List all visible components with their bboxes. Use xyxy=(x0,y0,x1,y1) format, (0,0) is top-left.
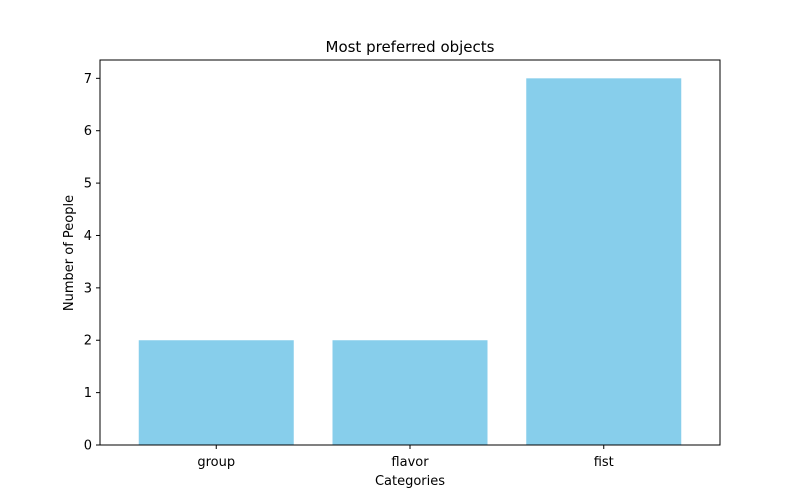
y-tick-label: 3 xyxy=(84,281,92,296)
y-tick-label: 0 xyxy=(84,439,92,454)
bar-fist xyxy=(526,78,682,445)
y-tick-label: 1 xyxy=(84,386,92,401)
bars-layer xyxy=(138,78,682,445)
y-tick-label: 2 xyxy=(84,334,92,349)
y-tick-label: 7 xyxy=(84,72,92,87)
x-axis-label: Categories xyxy=(375,474,445,489)
y-tick-label: 4 xyxy=(84,229,92,244)
x-axis: group flavor fist xyxy=(197,445,614,470)
y-tick-label: 5 xyxy=(84,177,92,192)
bar-group xyxy=(138,340,294,445)
x-tick-label: fist xyxy=(594,455,614,470)
y-tick-label: 6 xyxy=(84,124,92,139)
bar-flavor xyxy=(332,340,488,445)
y-axis: 0 1 2 3 4 5 6 7 xyxy=(84,72,100,454)
x-tick-label: flavor xyxy=(391,455,429,470)
plot-frame xyxy=(99,59,721,446)
y-axis-label: Number of People xyxy=(62,195,77,311)
chart-title: Most preferred objects xyxy=(326,38,495,56)
x-tick-label: group xyxy=(197,455,235,470)
